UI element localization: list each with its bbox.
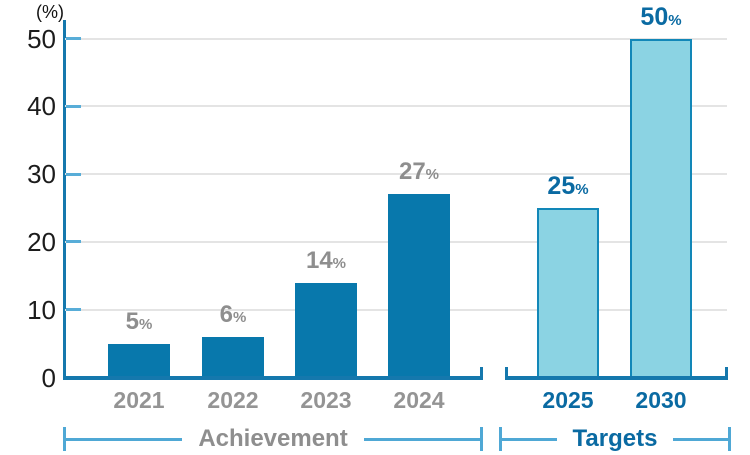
year-label-2024: 2024 <box>393 387 445 413</box>
value-label-2023: 14% <box>306 245 346 277</box>
bar-2023 <box>295 282 357 378</box>
x-axis-baseline-1 <box>63 375 483 380</box>
year-label-2025: 2025 <box>542 387 594 413</box>
value-number: 5 <box>125 307 140 335</box>
y-axis-label-0: 0 <box>41 362 56 393</box>
gridline-30 <box>65 173 727 176</box>
year-label-2022: 2022 <box>207 387 259 413</box>
value-label-2021: 5% <box>126 306 153 338</box>
y-axis-tick-20 <box>66 240 81 244</box>
year-label-2030: 2030 <box>635 387 687 413</box>
value-label-2022: 6% <box>220 299 247 331</box>
x-axis-baseline-2 <box>505 375 728 380</box>
percent-sign: % <box>332 254 347 272</box>
bracket-left-line <box>66 437 183 441</box>
achievement-group-label: Achievement <box>198 425 348 452</box>
bracket-left-line <box>502 437 557 441</box>
value-number: 27 <box>398 158 426 186</box>
y-axis-label-20: 20 <box>27 226 56 257</box>
bar-2030 <box>630 38 692 378</box>
value-label-2025: 25% <box>547 170 588 202</box>
y-axis-tick-10 <box>66 308 81 312</box>
y-axis-tick-50 <box>66 37 81 40</box>
bracket-right-cap <box>480 427 484 451</box>
value-number: 6 <box>219 300 234 328</box>
x-axis-end-tick <box>505 367 508 377</box>
targets-group-bracket: Targets <box>499 425 732 452</box>
percent-sign: % <box>139 315 153 333</box>
value-label-2024: 27% <box>399 156 439 188</box>
bar-2021 <box>108 343 170 378</box>
y-axis-label-10: 10 <box>27 294 56 325</box>
percent-sign: % <box>233 308 247 326</box>
percent-sign: % <box>425 166 440 184</box>
bracket-right-line <box>673 437 729 441</box>
percent-sign: % <box>575 181 589 198</box>
bracket-left-cap <box>499 427 502 451</box>
x-axis-end-tick <box>480 367 483 377</box>
achievement-group-bracket: Achievement <box>63 425 484 452</box>
targets-group-label: Targets <box>572 425 658 452</box>
value-number: 25 <box>547 172 576 200</box>
year-label-2021: 2021 <box>113 387 165 413</box>
bracket-right-cap <box>728 427 732 451</box>
bracket-left-cap <box>63 427 66 451</box>
year-label-2023: 2023 <box>300 387 352 413</box>
y-axis-line <box>63 20 66 380</box>
y-axis-tick-40 <box>66 104 81 108</box>
y-axis-unit-label: (%) <box>36 2 64 22</box>
y-axis-label-30: 30 <box>27 159 56 190</box>
bar-2025 <box>537 208 599 378</box>
value-number: 14 <box>305 246 333 274</box>
bracket-right-line <box>363 437 481 441</box>
y-axis-label-40: 40 <box>27 91 56 122</box>
bar-2024 <box>388 194 450 378</box>
value-number: 50 <box>640 2 669 31</box>
x-axis-end-tick <box>725 367 728 377</box>
bar-2022 <box>202 336 264 378</box>
gridline-40 <box>65 105 727 108</box>
y-axis-tick-30 <box>66 172 81 176</box>
percent-sign: % <box>668 11 682 29</box>
gridline-50 <box>65 37 727 40</box>
value-label-2030: 50% <box>640 1 681 33</box>
y-axis-label-50: 50 <box>27 23 56 54</box>
